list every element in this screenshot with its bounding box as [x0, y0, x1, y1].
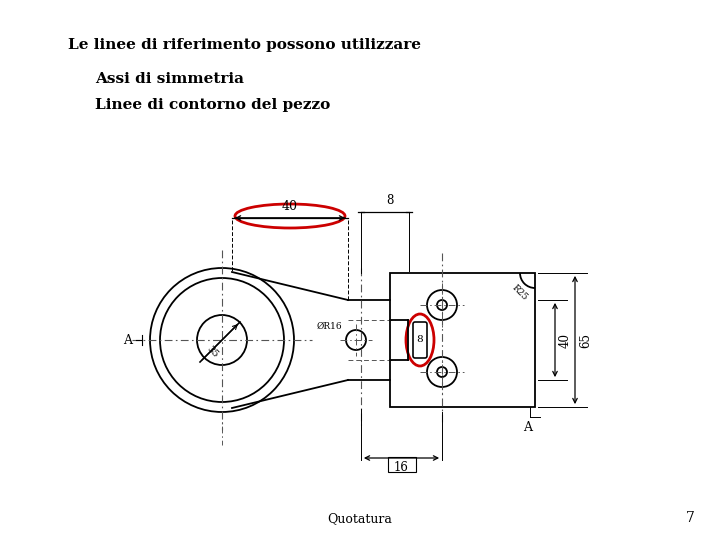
Text: 65: 65 — [579, 333, 592, 348]
Text: 8: 8 — [417, 335, 423, 345]
Text: 7: 7 — [686, 511, 695, 525]
Bar — [390, 273, 535, 407]
Text: Linee di contorno del pezzo: Linee di contorno del pezzo — [95, 98, 330, 112]
Text: Quotatura: Quotatura — [328, 512, 392, 525]
Text: 40: 40 — [282, 200, 298, 213]
Text: 35: 35 — [204, 345, 220, 360]
Text: R25: R25 — [510, 283, 529, 302]
Text: Assi di simmetria: Assi di simmetria — [95, 72, 244, 86]
Text: A: A — [124, 334, 132, 347]
Text: Le linee di riferimento possono utilizzare: Le linee di riferimento possono utilizza… — [68, 38, 421, 52]
Text: 16: 16 — [394, 461, 409, 474]
Bar — [387, 457, 415, 472]
Text: 40: 40 — [559, 333, 572, 348]
Text: 8: 8 — [387, 194, 394, 207]
Text: A: A — [523, 421, 532, 434]
Text: ØR16: ØR16 — [316, 321, 342, 330]
